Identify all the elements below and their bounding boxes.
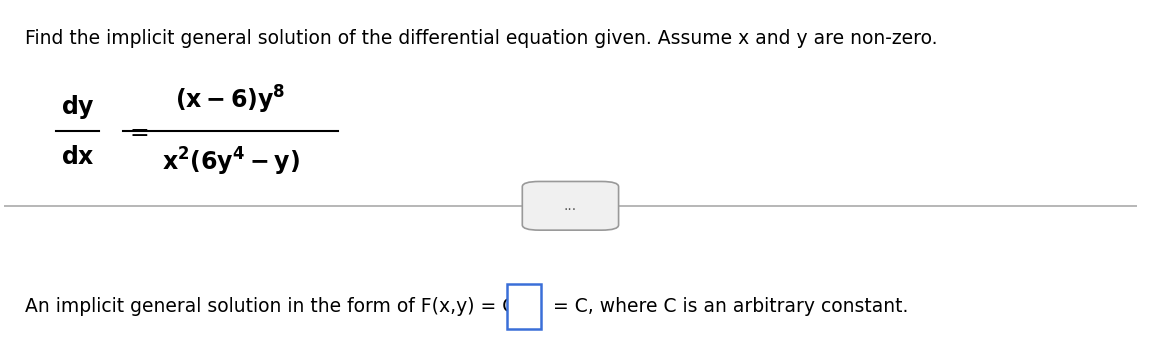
FancyBboxPatch shape <box>522 182 619 230</box>
Text: An implicit general solution in the form of F(x,y) = C is: An implicit general solution in the form… <box>24 297 542 316</box>
Text: ...: ... <box>564 199 577 213</box>
Text: = C, where C is an arbitrary constant.: = C, where C is an arbitrary constant. <box>547 297 908 316</box>
Text: Find the implicit general solution of the differential equation given. Assume x : Find the implicit general solution of th… <box>24 28 937 47</box>
Text: $\mathbf{(x-6)y^8}$: $\mathbf{(x-6)y^8}$ <box>175 84 286 116</box>
Text: $\mathbf{dy}$: $\mathbf{dy}$ <box>61 93 94 121</box>
Text: $\mathbf{x^2(6y^4-y)}$: $\mathbf{x^2(6y^4-y)}$ <box>162 146 300 178</box>
FancyBboxPatch shape <box>507 284 541 329</box>
Text: $=$: $=$ <box>125 119 148 143</box>
Text: $\mathbf{dx}$: $\mathbf{dx}$ <box>61 145 94 169</box>
